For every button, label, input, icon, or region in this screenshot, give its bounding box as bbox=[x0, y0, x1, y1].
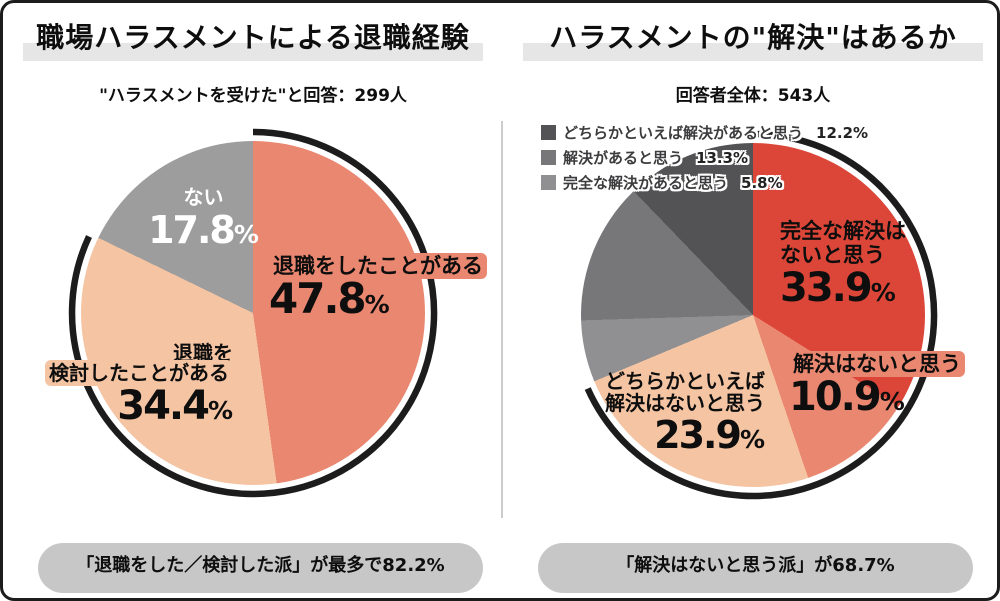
left-chart-title: 職場ハラスメントによる退職経験 bbox=[36, 21, 470, 54]
slice-name-line1: 完全な解決は bbox=[780, 219, 906, 243]
left-summary-text: 「退職をした／検討した派」が最多で82.2% bbox=[76, 555, 445, 576]
legend-swatch-icon bbox=[541, 175, 556, 190]
percent-sign: % bbox=[879, 387, 905, 416]
left-summary-capsule: 「退職をした／検討した派」が最多で82.2% bbox=[38, 543, 483, 593]
right-pie-legend: どちらかといえば解決があると思う 12.2% 解決があると思う 13.3% 完全… bbox=[541, 124, 868, 199]
right-summary-capsule: 「解決はないと思う派」が68.7% bbox=[538, 543, 973, 593]
slice-name-line2: ないと思う bbox=[780, 243, 885, 267]
right-chart-title: ハラスメントの"解決"はあるか bbox=[549, 21, 957, 54]
percent-sign: % bbox=[733, 148, 749, 167]
percent-sign: % bbox=[853, 123, 869, 142]
legend-value: 12.2 bbox=[816, 123, 854, 142]
right-chart-subtitle: 回答者全体：543人 bbox=[675, 86, 831, 106]
slice-value: 33.9 bbox=[780, 265, 873, 311]
left-title-highlight-bar bbox=[23, 43, 483, 61]
percent-sign: % bbox=[767, 173, 783, 192]
percent-sign: % bbox=[207, 396, 233, 425]
left-chart-subtitle: "ハラスメントを受けた"と回答：299人 bbox=[99, 86, 407, 106]
left-slice-label-quit: 退職をしたことがある 47.8% bbox=[269, 253, 487, 323]
slice-value: 47.8 bbox=[269, 274, 367, 323]
percent-sign: % bbox=[364, 290, 390, 319]
slice-value: 17.8 bbox=[148, 208, 236, 252]
legend-item: 完全な解決があると思う 5.8% bbox=[541, 173, 868, 192]
slice-name-line2: 解決はないと思う bbox=[605, 391, 765, 415]
slice-value: 23.9 bbox=[654, 413, 742, 457]
legend-item: 解決があると思う 13.3% bbox=[541, 148, 868, 167]
right-slice-label-no-solution: 解決はないと思う 10.9% bbox=[789, 351, 965, 420]
right-slice-label-no-full-solution: 完全な解決は ないと思う 33.9% bbox=[780, 219, 906, 311]
percent-sign: % bbox=[233, 220, 259, 249]
legend-swatch-icon bbox=[541, 125, 556, 140]
slice-value: 10.9 bbox=[789, 374, 882, 420]
legend-label: 解決があると思う bbox=[563, 149, 684, 167]
legend-item: どちらかといえば解決があると思う 12.2% bbox=[541, 123, 869, 142]
left-slice-label-none: ない 17.8% bbox=[131, 186, 276, 253]
left-slice-label-considered: 退職を 検討したことがある 34.4% bbox=[31, 343, 233, 429]
percent-sign: % bbox=[739, 425, 765, 454]
legend-value: 13.3 bbox=[696, 148, 734, 167]
percent-sign: % bbox=[870, 278, 896, 307]
legend-label: 完全な解決があると思う bbox=[563, 174, 729, 192]
right-title-highlight-bar bbox=[523, 43, 983, 61]
legend-swatch-icon bbox=[541, 150, 556, 165]
right-summary-text: 「解決はないと思う派」が68.7% bbox=[616, 555, 895, 576]
right-slice-label-rather-no-solution: どちらかといえば 解決はないと思う 23.9% bbox=[561, 370, 765, 458]
slice-value: 34.4 bbox=[117, 383, 210, 429]
slice-name: ない bbox=[183, 185, 224, 209]
legend-value: 5.8 bbox=[741, 173, 768, 192]
vertical-divider bbox=[501, 121, 503, 518]
legend-label: どちらかといえば解決があると思う bbox=[563, 124, 804, 142]
slice-name-line1: どちらかといえば bbox=[605, 369, 765, 393]
